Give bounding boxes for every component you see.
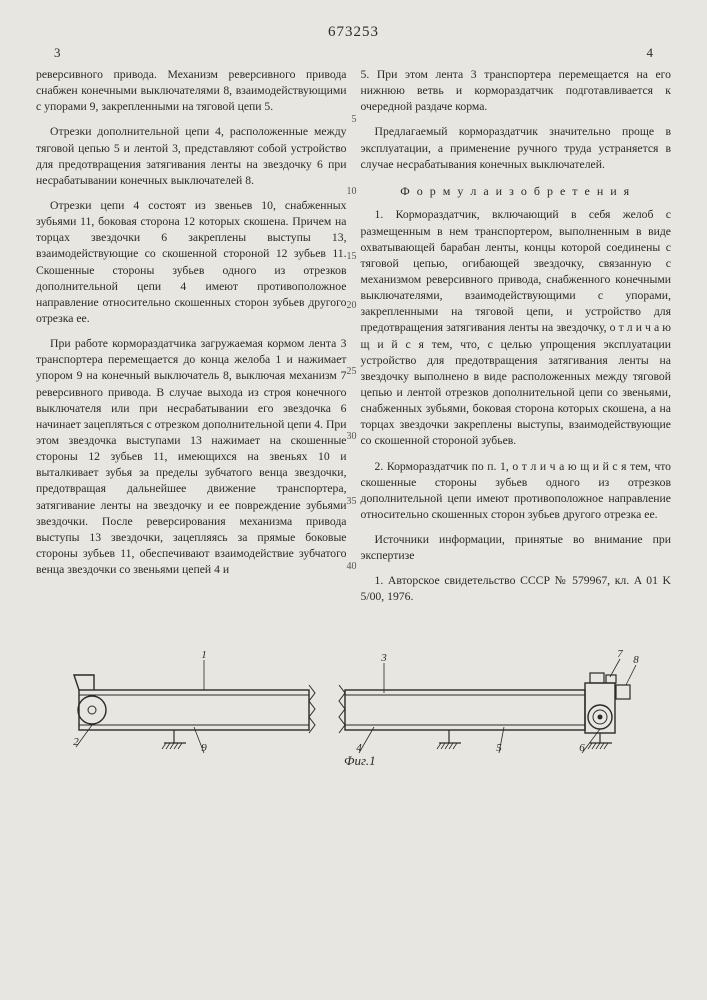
svg-text:3: 3: [380, 652, 387, 664]
claim: 1. Кормораздатчик, включающий в себя жел…: [361, 207, 672, 449]
formula-heading: Ф о р м у л а и з о б р е т е н и я: [361, 183, 672, 200]
svg-text:6: 6: [579, 742, 585, 754]
para: Предлагаемый кормораздатчик значительно …: [361, 124, 672, 172]
svg-text:5: 5: [496, 742, 502, 754]
para: Отрезки цепи 4 состоят из звеньев 10, сн…: [36, 198, 347, 327]
figure-svg: 123456789Фиг.1: [54, 635, 654, 770]
svg-text:9: 9: [201, 742, 207, 754]
text-columns: реверсивного привода. Механизм реверсивн…: [36, 67, 671, 615]
figure-1: 123456789Фиг.1: [36, 635, 671, 770]
line-marker: 20: [347, 299, 357, 313]
svg-text:8: 8: [633, 654, 639, 666]
para: При работе кормораздатчика загружаемая к…: [36, 336, 347, 578]
claim: 2. Кормораздатчик по п. 1, о т л и ч а ю…: [361, 459, 672, 524]
line-marker: 15: [347, 250, 357, 264]
right-column: 5. При этом лента 3 транспортера перемещ…: [361, 67, 672, 615]
para: реверсивного привода. Механизм реверсивн…: [36, 67, 347, 115]
para: Отрезки дополнительной цепи 4, расположе…: [36, 124, 347, 189]
source: 1. Авторское свидетельство СССР № 579967…: [361, 573, 672, 605]
line-marker: 30: [347, 430, 357, 444]
para: 5. При этом лента 3 транспортера перемещ…: [361, 67, 672, 115]
line-marker: 10: [347, 185, 357, 199]
page-numbers: 3 4: [36, 45, 671, 61]
line-marker: 40: [347, 560, 357, 574]
line-marker: 5: [352, 113, 357, 127]
sources-heading: Источники информации, принятые во вниман…: [361, 532, 672, 564]
svg-text:1: 1: [201, 649, 207, 661]
svg-text:Фиг.1: Фиг.1: [344, 753, 376, 768]
svg-text:2: 2: [73, 736, 79, 748]
line-marker: 25: [347, 365, 357, 379]
svg-text:7: 7: [617, 648, 623, 660]
patent-number: 673253: [36, 24, 671, 41]
page-num-right: 4: [647, 45, 654, 61]
left-column: реверсивного привода. Механизм реверсивн…: [36, 67, 347, 615]
page-num-left: 3: [54, 45, 61, 61]
line-marker: 35: [347, 495, 357, 509]
